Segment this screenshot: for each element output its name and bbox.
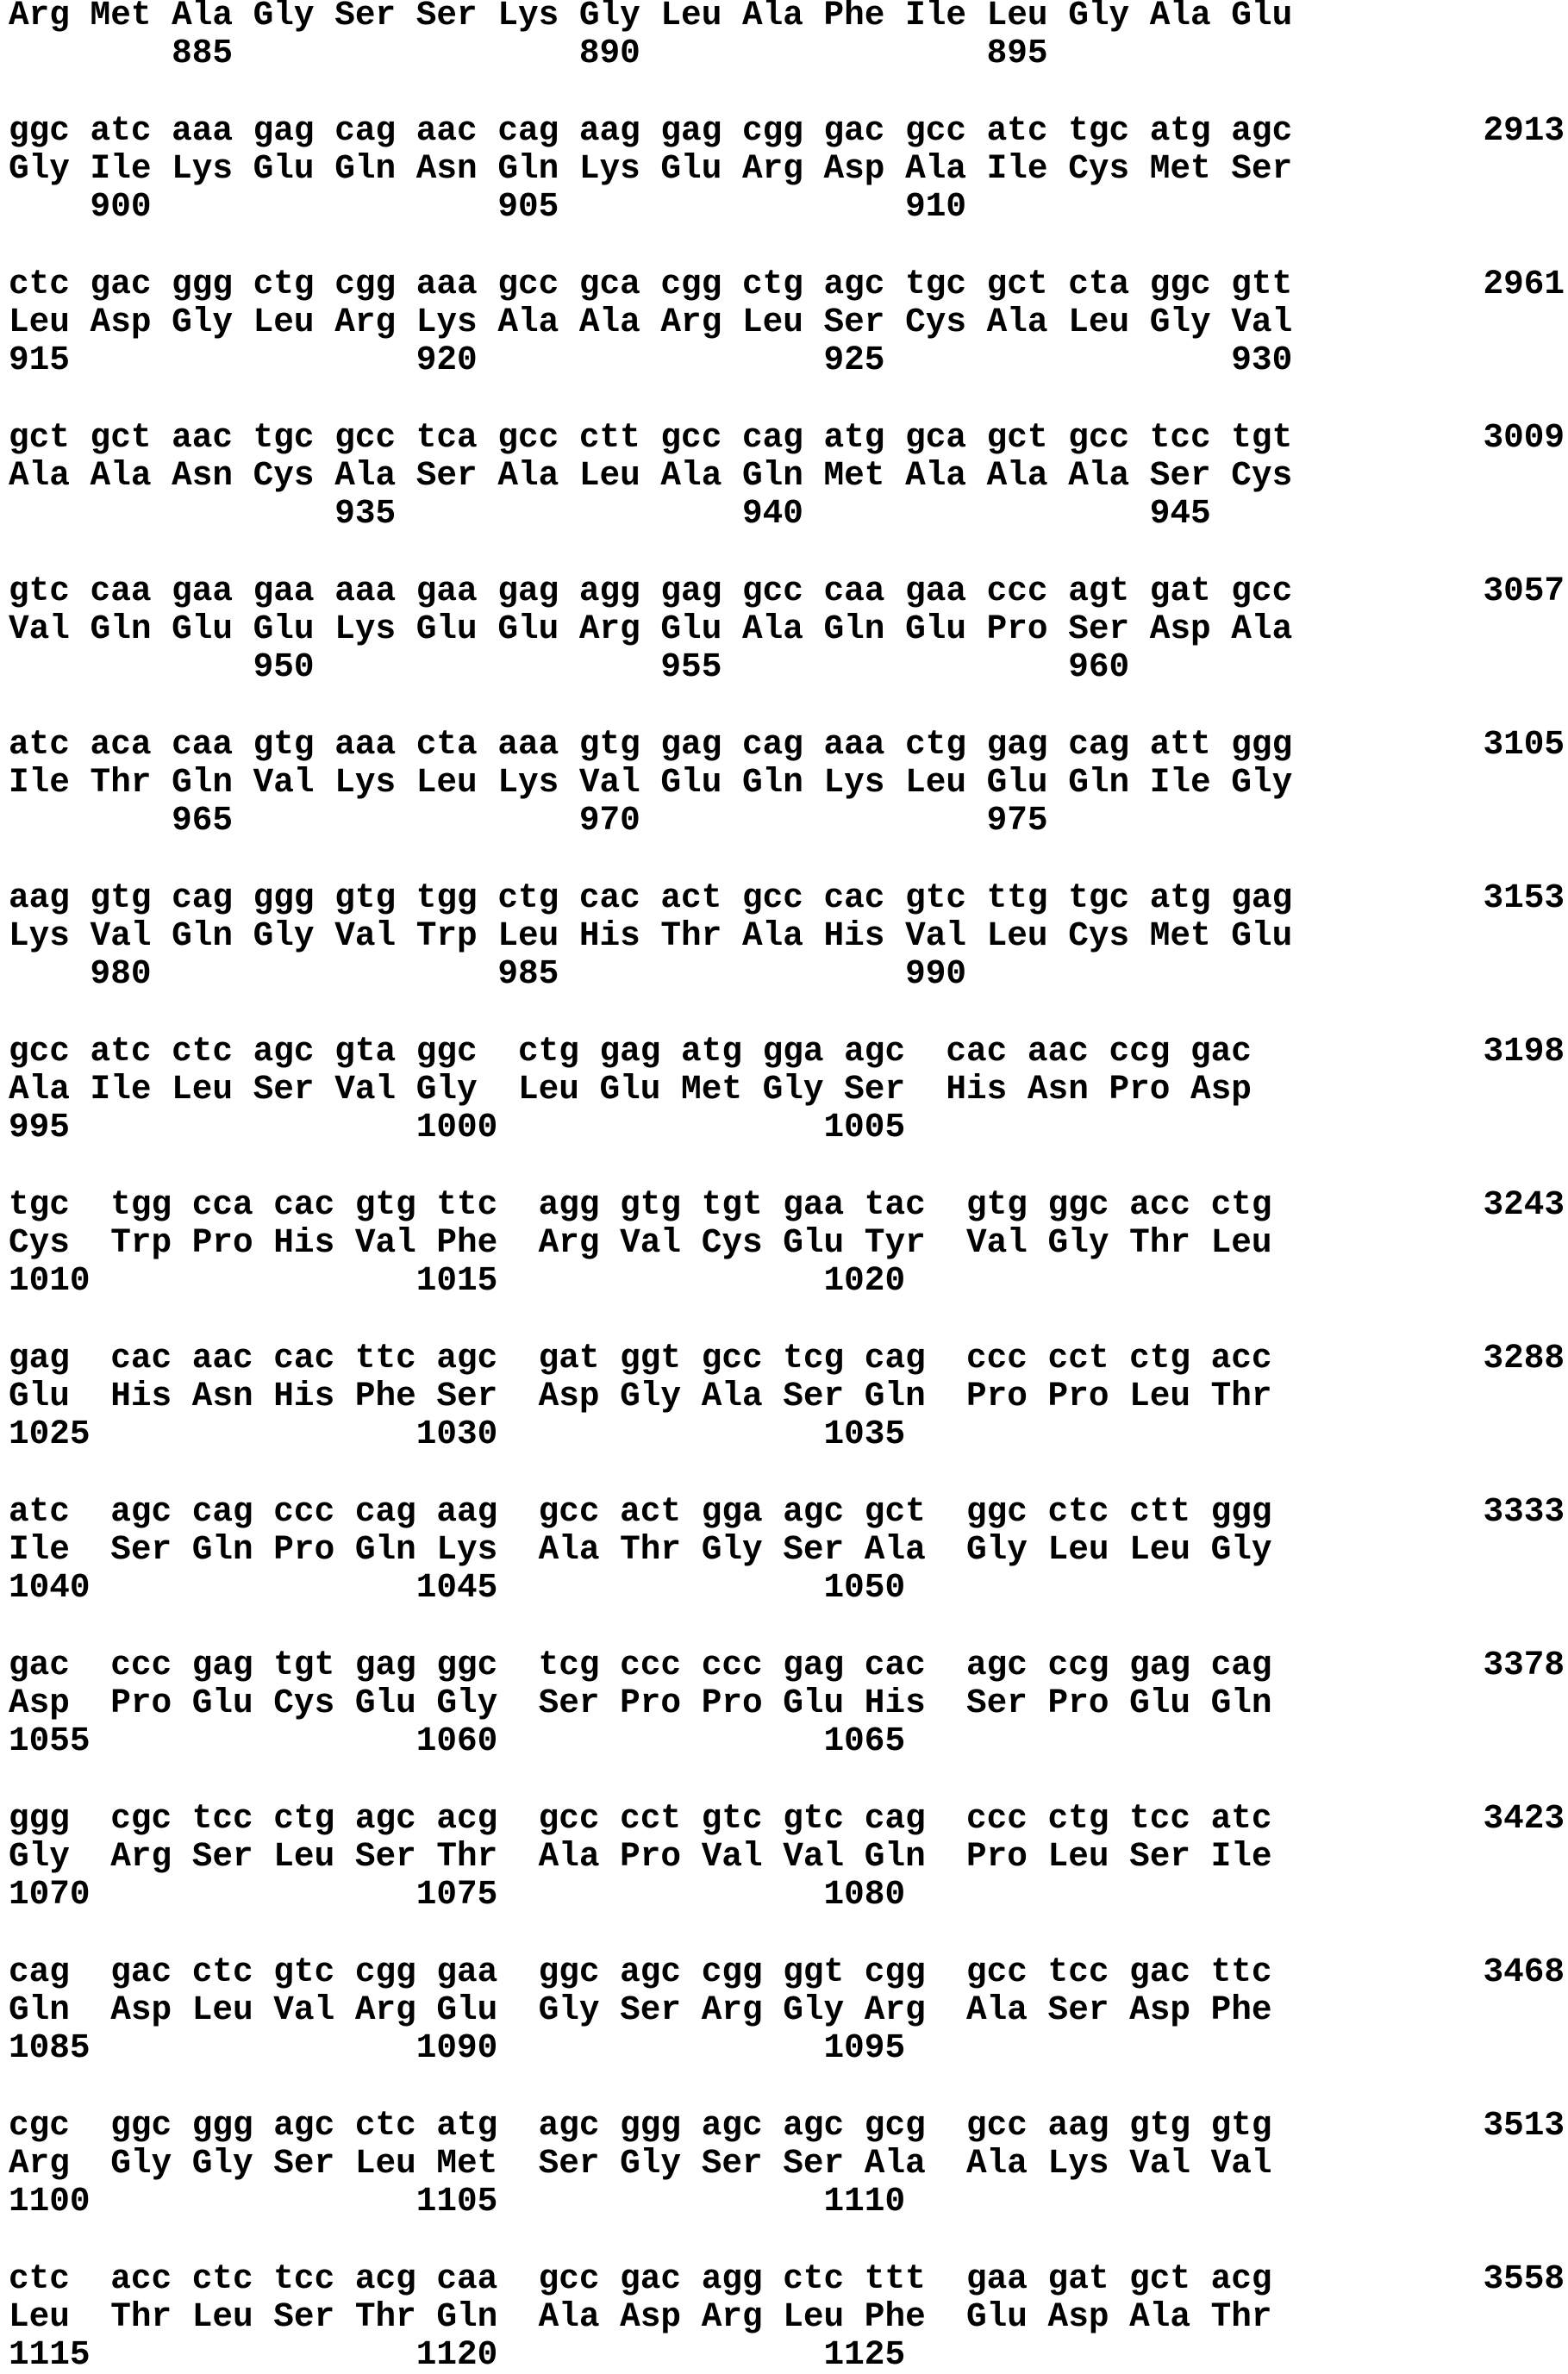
residue-number-line: 1010 1015 1020 (9, 1262, 905, 1300)
nucleotide-line: gct gct aac tgc gcc tca gcc ctt gcc cag … (9, 419, 1292, 457)
nucleotide-line: gcc atc ctc agc gta ggc ctg gag atg gga … (9, 1033, 1252, 1071)
amino-acid-line: Lys Val Gln Gly Val Trp Leu His Thr Ala … (9, 917, 1292, 955)
residue-number-line: 1025 1030 1035 (9, 1415, 905, 1453)
residue-number-line: 1085 1090 1095 (9, 2029, 905, 2067)
amino-acid-line: Leu Asp Gly Leu Arg Lys Ala Ala Arg Leu … (9, 303, 1292, 341)
amino-acid-line: Gly Arg Ser Leu Ser Thr Ala Pro Val Val … (9, 1838, 1272, 1876)
residue-number-line: 980 985 990 (9, 955, 966, 993)
nucleotide-line: ggc atc aaa gag cag aac cag aag gag cgg … (9, 112, 1292, 150)
residue-number-line: 1115 1120 1125 (9, 2336, 905, 2374)
residue-number-line: 965 970 975 (9, 802, 1048, 840)
nucleotide-line: atc aca caa gtg aaa cta aaa gtg gag cag … (9, 726, 1292, 764)
nucleotide-position-number: 3558 (1483, 2260, 1565, 2298)
nucleotide-line: gag cac aac cac ttc agc gat ggt gcc tcg … (9, 1340, 1272, 1378)
amino-acid-line: Ala Ala Asn Cys Ala Ser Ala Leu Ala Gln … (9, 457, 1292, 495)
nucleotide-position-number: 2913 (1483, 112, 1565, 150)
nucleotide-position-number: 3288 (1483, 1340, 1565, 1378)
nucleotide-line: gtc caa gaa gaa aaa gaa gag agg gag gcc … (9, 572, 1292, 610)
nucleotide-position-number: 3105 (1483, 726, 1565, 764)
nucleotide-position-number: 3198 (1483, 1033, 1565, 1071)
amino-acid-line: Leu Thr Leu Ser Thr Gln Ala Asp Arg Leu … (9, 2298, 1272, 2336)
nucleotide-line: gac ccc gag tgt gag ggc tcg ccc ccc gag … (9, 1646, 1272, 1684)
nucleotide-line: cag gac ctc gtc cgg gaa ggc agc cgg ggt … (9, 1953, 1272, 1991)
nucleotide-position-number: 3153 (1483, 879, 1565, 917)
nucleotide-position-number: 3057 (1483, 572, 1565, 610)
nucleotide-line: cgc ggc ggg agc ctc atg agc ggg agc agc … (9, 2107, 1272, 2145)
nucleotide-position-number: 3333 (1483, 1493, 1565, 1531)
nucleotide-position-number: 3243 (1483, 1186, 1565, 1224)
amino-acid-line: Ile Ser Gln Pro Gln Lys Ala Thr Gly Ser … (9, 1531, 1272, 1569)
amino-acid-line: Arg Gly Gly Ser Leu Met Ser Gly Ser Ser … (9, 2145, 1272, 2183)
amino-acid-line: Asp Pro Glu Cys Glu Gly Ser Pro Pro Glu … (9, 1684, 1272, 1722)
residue-number-line: 995 1000 1005 (9, 1109, 905, 1146)
amino-acid-line: Ala Ile Leu Ser Val Gly Leu Glu Met Gly … (9, 1071, 1252, 1109)
amino-acid-line: Ile Thr Gln Val Lys Leu Lys Val Glu Gln … (9, 764, 1292, 802)
residue-number-line: 935 940 945 (9, 495, 1211, 533)
amino-acid-line: Arg Met Ala Gly Ser Ser Lys Gly Leu Ala … (9, 0, 1292, 34)
nucleotide-line: tgc tgg cca cac gtg ttc agg gtg tgt gaa … (9, 1186, 1272, 1224)
residue-number-line: 900 905 910 (9, 188, 966, 226)
nucleotide-position-number: 3423 (1483, 1800, 1565, 1838)
residue-number-line: 1100 1105 1110 (9, 2183, 905, 2221)
amino-acid-line: Gln Asp Leu Val Arg Glu Gly Ser Arg Gly … (9, 1991, 1272, 2029)
nucleotide-position-number: 2961 (1483, 266, 1565, 303)
residue-number-line: 885 890 895 (9, 34, 1048, 72)
nucleotide-line: aag gtg cag ggg gtg tgg ctg cac act gcc … (9, 879, 1292, 917)
residue-number-line: 1055 1060 1065 (9, 1722, 905, 1760)
nucleotide-line: ggg cgc tcc ctg agc acg gcc cct gtc gtc … (9, 1800, 1272, 1838)
nucleotide-position-number: 3378 (1483, 1646, 1565, 1684)
nucleotide-position-number: 3513 (1483, 2107, 1565, 2145)
residue-number-line: 1040 1045 1050 (9, 1569, 905, 1607)
amino-acid-line: Glu His Asn His Phe Ser Asp Gly Ala Ser … (9, 1378, 1272, 1415)
nucleotide-line: ctc acc ctc tcc acg caa gcc gac agg ctc … (9, 2260, 1272, 2298)
amino-acid-line: Gly Ile Lys Glu Gln Asn Gln Lys Glu Arg … (9, 150, 1292, 188)
nucleotide-line: atc agc cag ccc cag aag gcc act gga agc … (9, 1493, 1272, 1531)
amino-acid-line: Cys Trp Pro His Val Phe Arg Val Cys Glu … (9, 1224, 1272, 1262)
residue-number-line: 915 920 925 930 (9, 341, 1292, 379)
nucleotide-position-number: 3009 (1483, 419, 1565, 457)
nucleotide-line: ctc gac ggg ctg cgg aaa gcc gca cgg ctg … (9, 266, 1292, 303)
residue-number-line: 1070 1075 1080 (9, 1876, 905, 1914)
residue-number-line: 950 955 960 (9, 648, 1129, 686)
nucleotide-position-number: 3468 (1483, 1953, 1565, 1991)
amino-acid-line: Val Gln Glu Glu Lys Glu Glu Arg Glu Ala … (9, 610, 1292, 648)
